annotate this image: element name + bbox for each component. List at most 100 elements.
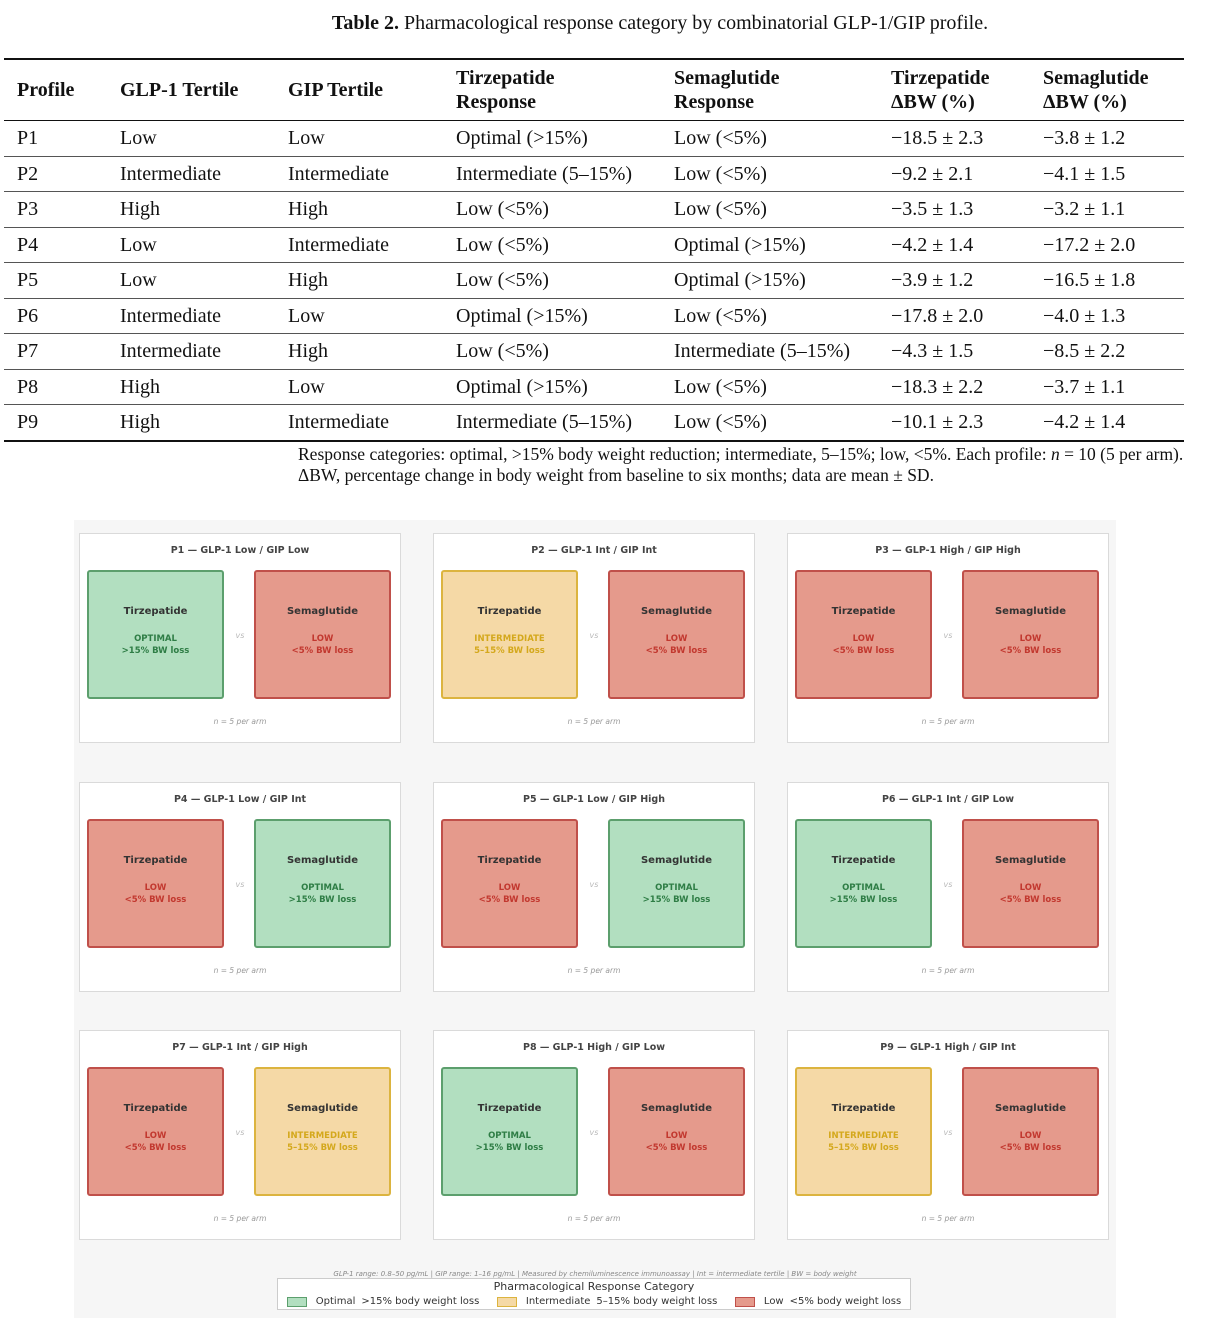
table-cell: P7	[17, 340, 39, 363]
box-category: OPTIMAL	[134, 634, 177, 644]
box-drug-name: Tirzepatide	[831, 855, 896, 866]
figure-footnote: GLP-1 range: 0.8–50 pg/mL | GIP range: 1…	[333, 1270, 857, 1278]
vs-label: vs	[589, 880, 599, 889]
box-drug-name: Semaglutide	[994, 855, 1066, 866]
table-cell: −17.8 ± 2.0	[891, 304, 984, 327]
table-cell: Low	[120, 269, 157, 292]
table-cell: High	[120, 375, 160, 398]
box-drug-name: Semaglutide	[286, 1103, 358, 1114]
vs-label: vs	[235, 1128, 245, 1137]
table-cell: High	[288, 340, 328, 363]
table-cell: Intermediate	[120, 340, 222, 363]
panel-title: P9 — GLP-1 High / GIP Int	[880, 1042, 1016, 1053]
table-cell: −3.8 ± 1.2	[1043, 127, 1126, 150]
box-description: 5–15% BW loss	[828, 1143, 899, 1153]
table-cell: −8.5 ± 2.2	[1043, 340, 1126, 363]
table-cell: −3.7 ± 1.1	[1043, 375, 1126, 398]
box-drug-name: Semaglutide	[640, 1103, 712, 1114]
table-cell: Low	[288, 304, 325, 327]
table-row: P6 Intermediate Low Optimal (>15%) Low (<5%)…	[4, 298, 1184, 334]
panel-title: P4 — GLP-1 Low / GIP Int	[173, 794, 307, 805]
box-description: 5–15% BW loss	[287, 1143, 358, 1153]
table-cell: −16.5 ± 1.8	[1043, 269, 1136, 292]
table-cell: Optimal (>15%)	[456, 375, 588, 398]
caption-text: Pharmacological response category by com…	[403, 12, 989, 34]
legend-item-desc: 5–15% body weight loss	[596, 1296, 718, 1307]
table-cell: Low (<5%)	[674, 411, 767, 434]
panel-title: P8 — GLP-1 High / GIP Low	[522, 1042, 665, 1053]
box-drug-name: Tirzepatide	[123, 606, 188, 617]
table-cell: −3.9 ± 1.2	[891, 269, 974, 292]
table-cell: Intermediate (5–15%)	[456, 411, 633, 434]
table-cell: Low	[120, 127, 157, 150]
response-box-left: Tirzepatide OPTIMAL >15% BW loss	[795, 819, 932, 948]
box-description: <5% BW loss	[999, 646, 1062, 656]
box-category: OPTIMAL	[488, 1131, 531, 1141]
profile-panel: P7 — GLP-1 Int / GIP High Tirzepatide LOW <…	[79, 1030, 401, 1240]
box-description: <5% BW loss	[645, 1143, 708, 1153]
panel-title: P1 — GLP-1 Low / GIP Low	[170, 545, 310, 556]
box-category: OPTIMAL	[301, 883, 344, 893]
header-semaglutide-response: Semaglutide Response	[674, 67, 780, 113]
box-category: LOW	[144, 1131, 167, 1141]
vs-label: vs	[235, 880, 245, 889]
box-drug-name: Semaglutide	[286, 606, 358, 617]
legend-swatch-icon	[286, 1296, 307, 1307]
profile-panel: P1 — GLP-1 Low / GIP Low Tirzepatide OPTIM…	[79, 533, 401, 743]
table-cell: −4.2 ± 1.4	[1043, 411, 1126, 434]
panel-title: P6 — GLP-1 Int / GIP Low	[881, 794, 1015, 805]
table-cell: Intermediate	[120, 304, 222, 327]
vs-label: vs	[589, 1128, 599, 1137]
vs-label: vs	[943, 631, 953, 640]
table-cell: −17.2 ± 2.0	[1043, 233, 1136, 256]
table-cell: High	[288, 269, 328, 292]
response-box-left: Tirzepatide OPTIMAL >15% BW loss	[87, 570, 224, 699]
box-description: <5% BW loss	[999, 1143, 1062, 1153]
box-description: <5% BW loss	[291, 646, 354, 656]
legend-item-name: Optimal	[315, 1296, 356, 1307]
box-description: >15% BW loss	[829, 895, 898, 905]
caption-label: Table 2.	[331, 12, 399, 34]
legend-item-desc: >15% body weight loss	[361, 1296, 480, 1307]
box-drug-name: Semaglutide	[994, 606, 1066, 617]
legend-item: Optimal >15% body weight loss	[286, 1296, 480, 1307]
profile-panel: P5 — GLP-1 Low / GIP High Tirzepatide LOW <…	[433, 782, 755, 992]
table-cell: −3.5 ± 1.3	[891, 198, 974, 221]
response-box-left: Tirzepatide OPTIMAL >15% BW loss	[441, 1067, 578, 1196]
table-row: P1 Low Low Optimal (>15%) Low (<5%) −18.5 ± 2…	[4, 121, 1184, 156]
legend-item: Intermediate 5–15% body weight loss	[496, 1296, 718, 1307]
table-cell: −18.3 ± 2.2	[891, 375, 984, 398]
response-box-right: Semaglutide LOW <5% BW loss	[608, 570, 745, 699]
legend-item-name: Intermediate	[525, 1296, 591, 1307]
box-category: LOW	[311, 634, 334, 644]
table-cell: −4.3 ± 1.5	[891, 340, 974, 363]
profile-panel: P2 — GLP-1 Int / GIP Int Tirzepatide INTER…	[433, 533, 755, 743]
table-cell: High	[288, 198, 328, 221]
response-box-right: Semaglutide OPTIMAL >15% BW loss	[254, 819, 391, 948]
table-cell: Low (<5%)	[456, 198, 549, 221]
table-row: P8 High Low Optimal (>15%) Low (<5%) −18.3 ± …	[4, 369, 1184, 405]
table-cell: Intermediate	[288, 233, 390, 256]
box-drug-name: Tirzepatide	[123, 1103, 188, 1114]
vs-label: vs	[589, 631, 599, 640]
profile-panel: P3 — GLP-1 High / GIP High Tirzepatide LOW…	[787, 533, 1109, 743]
table-row: P2 Intermediate Intermediate Intermediate (…	[4, 156, 1184, 192]
box-description: <5% BW loss	[124, 895, 187, 905]
box-category: LOW	[1019, 634, 1042, 644]
box-drug-name: Semaglutide	[286, 855, 358, 866]
table-cell: Low (<5%)	[456, 269, 549, 292]
table-cell: Intermediate (5–15%)	[674, 340, 851, 363]
table-cell: P1	[17, 127, 39, 150]
response-box-right: Semaglutide LOW <5% BW loss	[962, 819, 1099, 948]
vs-label: vs	[943, 1128, 953, 1137]
table-cell: Low (<5%)	[674, 162, 767, 185]
box-drug-name: Tirzepatide	[123, 855, 188, 866]
response-box-left: Tirzepatide LOW <5% BW loss	[87, 1067, 224, 1196]
box-category: INTERMEDIATE	[287, 1131, 358, 1141]
table-footnote: Response categories: optimal, >15% body …	[298, 444, 1184, 485]
box-category: LOW	[1019, 1131, 1042, 1141]
box-description: >15% BW loss	[642, 895, 711, 905]
n-label: n = 5 per arm	[213, 717, 267, 726]
box-category: LOW	[498, 883, 521, 893]
box-description: <5% BW loss	[645, 646, 708, 656]
